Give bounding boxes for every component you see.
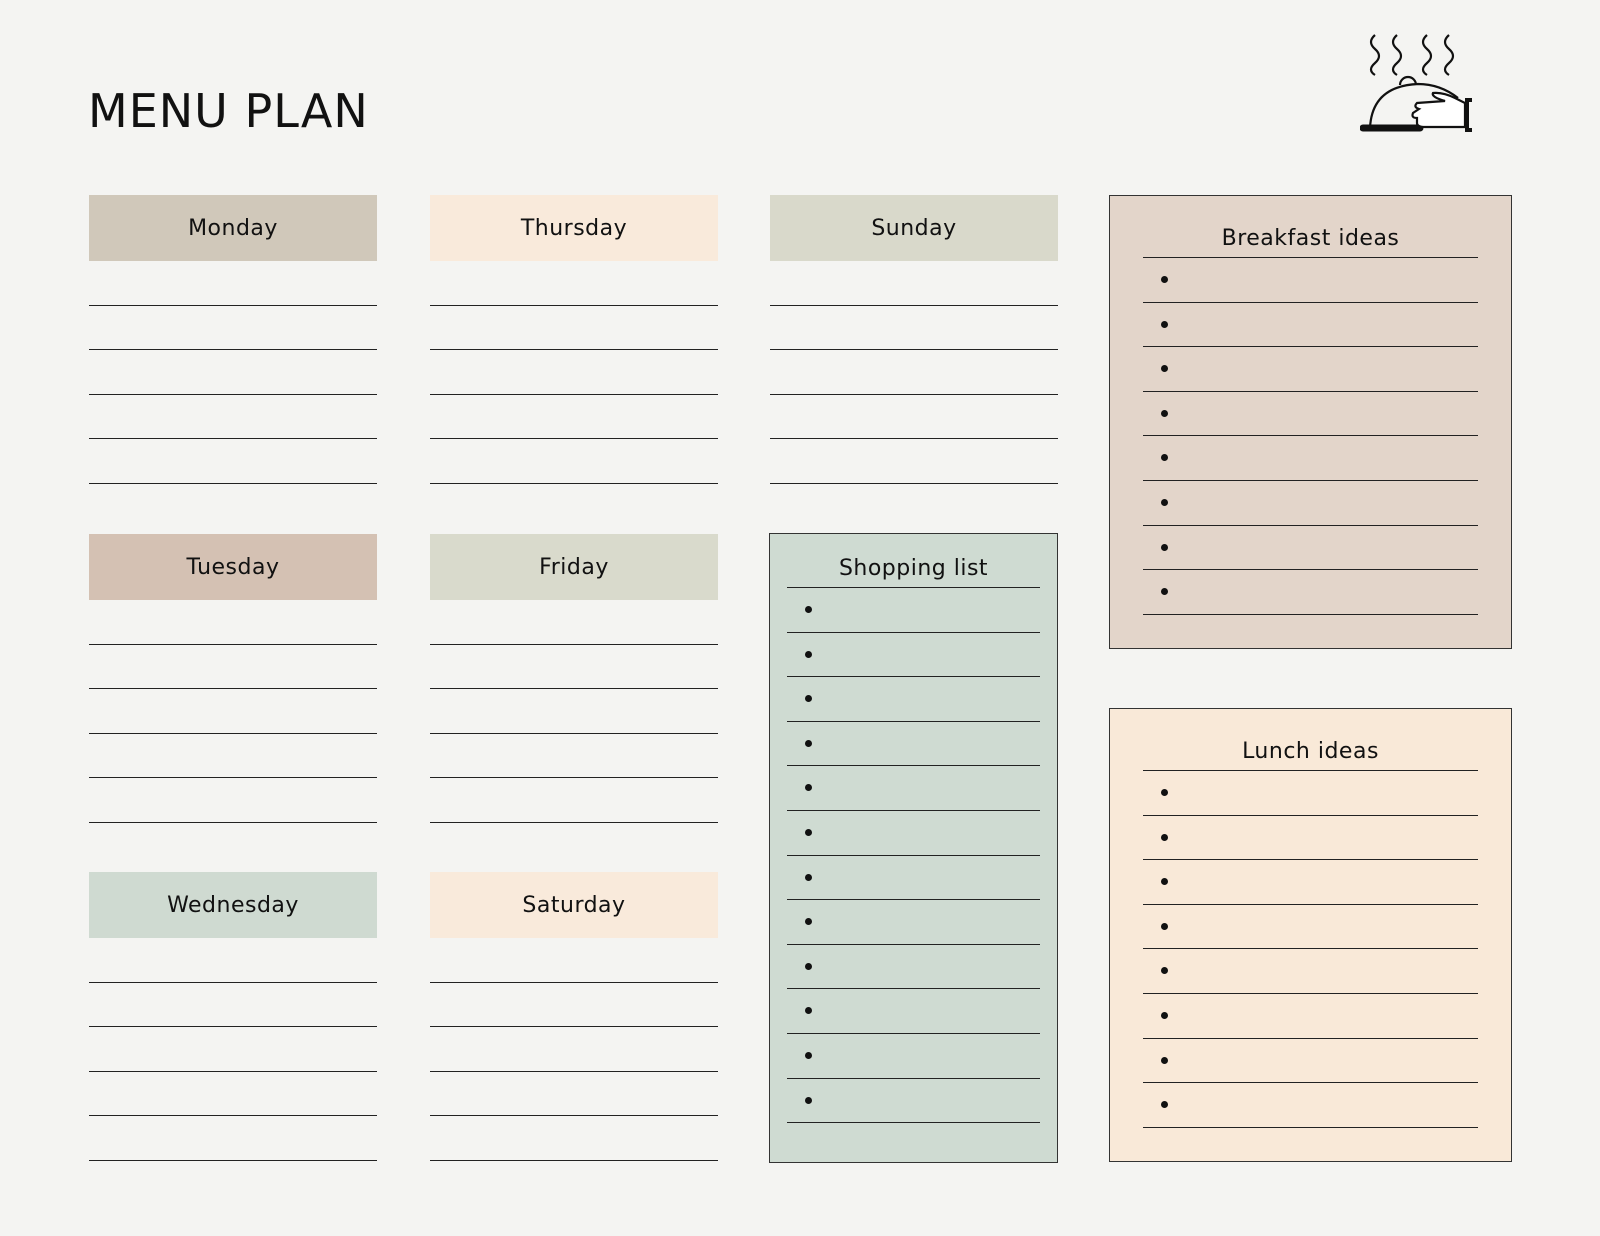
list-item[interactable] xyxy=(1143,1039,1478,1084)
meal-line[interactable] xyxy=(89,306,377,351)
day-header: Tuesday xyxy=(89,534,377,600)
list-item[interactable] xyxy=(787,588,1040,633)
list-item[interactable] xyxy=(1143,905,1478,950)
meal-line[interactable] xyxy=(430,600,718,645)
list-item[interactable] xyxy=(1143,570,1478,615)
meal-line[interactable] xyxy=(89,439,377,484)
day-sunday: Sunday xyxy=(770,195,1058,484)
meal-line[interactable] xyxy=(89,395,377,440)
meal-line[interactable] xyxy=(89,1072,377,1117)
list-item[interactable] xyxy=(787,1079,1040,1124)
shopping-list-title: Shopping list xyxy=(787,556,1040,588)
meal-line[interactable] xyxy=(770,306,1058,351)
day-wednesday: Wednesday xyxy=(89,872,377,1161)
list-item[interactable] xyxy=(787,900,1040,945)
day-friday: Friday xyxy=(430,534,718,823)
breakfast-list-panel: Breakfast ideas xyxy=(1109,195,1512,649)
meal-line[interactable] xyxy=(89,261,377,306)
list-item[interactable] xyxy=(787,945,1040,990)
day-header: Thursday xyxy=(430,195,718,261)
meal-line[interactable] xyxy=(430,1027,718,1072)
meal-line[interactable] xyxy=(430,938,718,983)
lunch-list-title: Lunch ideas xyxy=(1143,739,1478,771)
list-item[interactable] xyxy=(1143,347,1478,392)
day-saturday: Saturday xyxy=(430,872,718,1161)
list-item[interactable] xyxy=(1143,771,1478,816)
page-title: MENU PLAN xyxy=(88,84,369,138)
list-item[interactable] xyxy=(1143,860,1478,905)
lunch-list-panel: Lunch ideas xyxy=(1109,708,1512,1162)
meal-line[interactable] xyxy=(89,1116,377,1161)
meal-line[interactable] xyxy=(430,645,718,690)
day-monday: Monday xyxy=(89,195,377,484)
day-header: Friday xyxy=(430,534,718,600)
day-label: Friday xyxy=(539,554,609,580)
meal-line[interactable] xyxy=(89,734,377,779)
meal-line[interactable] xyxy=(770,439,1058,484)
meal-line[interactable] xyxy=(89,778,377,823)
list-item[interactable] xyxy=(1143,994,1478,1039)
day-header: Sunday xyxy=(770,195,1058,261)
day-label: Tuesday xyxy=(186,554,280,580)
list-item[interactable] xyxy=(1143,392,1478,437)
meal-line[interactable] xyxy=(89,1027,377,1072)
list-item[interactable] xyxy=(787,633,1040,678)
list-item[interactable] xyxy=(1143,303,1478,348)
list-item[interactable] xyxy=(1143,258,1478,303)
list-item[interactable] xyxy=(1143,481,1478,526)
list-item[interactable] xyxy=(1143,1083,1478,1128)
list-item[interactable] xyxy=(1143,526,1478,571)
shopping-list-panel: Shopping list xyxy=(769,533,1058,1163)
meal-line[interactable] xyxy=(89,689,377,734)
day-label: Saturday xyxy=(522,892,626,918)
day-thursday: Thursday xyxy=(430,195,718,484)
meal-line[interactable] xyxy=(430,734,718,779)
day-label: Wednesday xyxy=(167,892,299,918)
meal-line[interactable] xyxy=(430,350,718,395)
list-item[interactable] xyxy=(787,722,1040,767)
meal-line[interactable] xyxy=(770,261,1058,306)
meal-line[interactable] xyxy=(89,983,377,1028)
day-header: Saturday xyxy=(430,872,718,938)
day-label: Thursday xyxy=(520,215,628,241)
day-header: Monday xyxy=(89,195,377,261)
list-item[interactable] xyxy=(1143,949,1478,994)
serving-cloche-icon xyxy=(1360,34,1472,132)
day-tuesday: Tuesday xyxy=(89,534,377,823)
list-item[interactable] xyxy=(787,856,1040,901)
meal-line[interactable] xyxy=(430,1072,718,1117)
meal-line[interactable] xyxy=(430,778,718,823)
day-label: Monday xyxy=(188,215,278,241)
meal-line[interactable] xyxy=(89,645,377,690)
list-item[interactable] xyxy=(787,811,1040,856)
meal-line[interactable] xyxy=(89,600,377,645)
meal-line[interactable] xyxy=(89,938,377,983)
list-item[interactable] xyxy=(1143,436,1478,481)
meal-line[interactable] xyxy=(430,395,718,440)
day-header: Wednesday xyxy=(89,872,377,938)
meal-line[interactable] xyxy=(430,439,718,484)
list-item[interactable] xyxy=(787,766,1040,811)
breakfast-list-title: Breakfast ideas xyxy=(1143,226,1478,258)
list-item[interactable] xyxy=(787,1034,1040,1079)
meal-line[interactable] xyxy=(430,261,718,306)
meal-line[interactable] xyxy=(430,983,718,1028)
meal-line[interactable] xyxy=(770,395,1058,440)
list-item[interactable] xyxy=(787,989,1040,1034)
meal-line[interactable] xyxy=(89,350,377,395)
meal-line[interactable] xyxy=(430,689,718,734)
list-item[interactable] xyxy=(1143,816,1478,861)
day-label: Sunday xyxy=(871,215,957,241)
list-item[interactable] xyxy=(787,677,1040,722)
meal-line[interactable] xyxy=(770,350,1058,395)
meal-line[interactable] xyxy=(430,1116,718,1161)
meal-line[interactable] xyxy=(430,306,718,351)
